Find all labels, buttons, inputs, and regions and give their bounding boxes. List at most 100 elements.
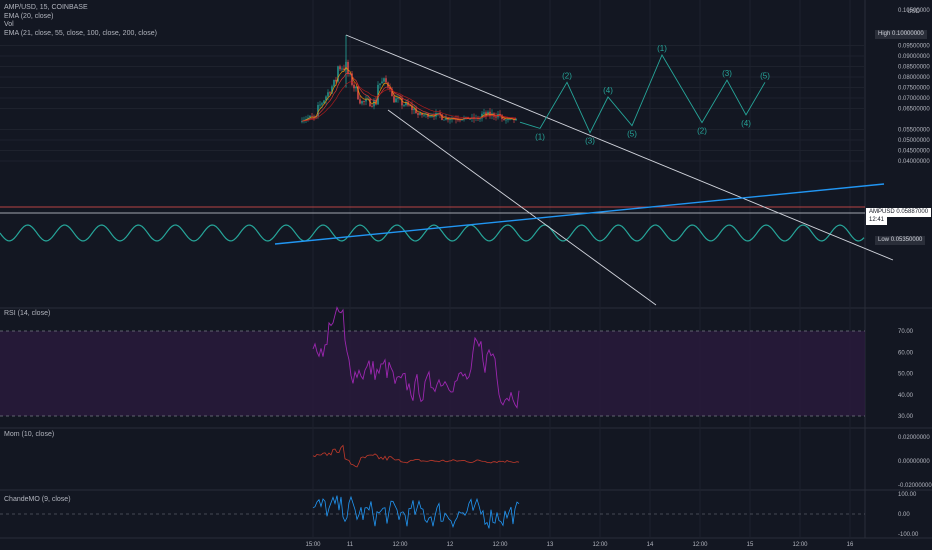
low-tag: Low 0.05350000 (875, 236, 926, 245)
mom-tick-label: -0.02000000 (898, 483, 932, 489)
candle-body (321, 103, 323, 105)
descending-trendline-long (345, 34, 894, 261)
candle-body (327, 92, 329, 97)
candle-body (333, 79, 335, 87)
candle-body (411, 105, 413, 111)
candle-body (489, 111, 491, 116)
candle-body (405, 102, 407, 106)
legend-symbol: AMP/USD, 15, COINBASE (4, 4, 88, 11)
candle-body (495, 116, 497, 118)
candle-body (331, 86, 333, 94)
candle-body (307, 117, 309, 120)
wave-label-2: (3) (585, 137, 595, 146)
candle-body (323, 100, 325, 104)
candle-body (413, 108, 415, 111)
price-tick-label: 0.04500000 (898, 149, 930, 155)
time-tick-label: 14 (647, 542, 654, 548)
time-tick-label: 15:00 (305, 542, 321, 548)
time-tick-label: 12:00 (492, 542, 508, 548)
candle-body (431, 115, 433, 117)
price-top-label: 0.10500000 (898, 8, 930, 14)
price-tick-label: 0.04000000 (898, 159, 930, 165)
candle-body (397, 97, 399, 99)
price-tick-label: 0.09000000 (898, 54, 930, 60)
cmo-line (312, 495, 520, 529)
candle-body (357, 86, 359, 100)
wave-label-7: (3) (722, 69, 732, 78)
candle-body (505, 119, 507, 121)
time-tick-label: 13 (547, 542, 554, 548)
candle-body (355, 86, 357, 89)
time-tick-label: 11 (347, 542, 354, 548)
candle-body (479, 118, 481, 120)
wave-label-8: (4) (741, 119, 751, 128)
candle-body (369, 98, 371, 107)
candle-body (409, 105, 411, 107)
mom-title: Mom (10, close) (4, 431, 55, 438)
candle-body (443, 119, 445, 121)
currency-label: USD (907, 9, 920, 15)
candle-body (381, 81, 383, 84)
candle-body (485, 112, 487, 116)
candle-body (483, 112, 485, 114)
candle-body (379, 83, 381, 85)
wave-label-0: (1) (535, 132, 545, 141)
candle-body (335, 79, 337, 82)
candle-body (439, 112, 441, 115)
candle-body (363, 101, 365, 102)
candle-body (309, 115, 311, 118)
wave-label-4: (5) (627, 130, 637, 139)
candle-body (317, 104, 319, 117)
cmo-tick-label: 0.00 (898, 512, 910, 518)
candle-body (361, 101, 363, 104)
candle-body (337, 66, 339, 82)
candle-body (301, 121, 303, 123)
candle-body (419, 112, 421, 115)
ema-line-2 (301, 81, 517, 122)
price-tick-label: 0.08500000 (898, 65, 930, 71)
price-tick-label: 0.07000000 (898, 96, 930, 102)
legend-ema-multi: EMA (21, close, 55, close, 100, close, 2… (4, 30, 157, 37)
high-tag: High 0.10000000 (875, 30, 927, 39)
mom-line (312, 444, 520, 468)
candle-body (347, 61, 349, 74)
mom-tick-label: 0.02000000 (898, 435, 930, 441)
candle-body (371, 106, 373, 108)
candle-body (393, 96, 395, 103)
candle-body (481, 113, 483, 119)
price-tick-label: 0.05000000 (898, 138, 930, 144)
cmo-title: ChandeMO (9, close) (4, 496, 71, 503)
price-tick-label: 0.05500000 (898, 128, 930, 134)
wave-label-9: (5) (760, 71, 770, 80)
time-tick-label: 16 (847, 542, 854, 548)
rsi-tick-label: 60.00 (898, 350, 914, 356)
candle-body (437, 112, 439, 114)
candle-body (359, 99, 361, 104)
candle-body (391, 88, 393, 97)
candle-body (401, 98, 403, 106)
candle-body (329, 92, 331, 94)
candle-body (425, 113, 427, 115)
candle-body (421, 112, 423, 116)
time-tick-label: 12:00 (392, 542, 408, 548)
rsi-line (312, 306, 520, 409)
candle-body (305, 119, 307, 120)
candle-body (445, 118, 447, 120)
price-tick-label: 0.07500000 (898, 86, 930, 92)
candle-body (343, 68, 345, 70)
time-tick-label: 12:00 (692, 542, 708, 548)
candle-body (311, 115, 313, 117)
time-tick-label: 12:00 (592, 542, 608, 548)
candle-body (353, 84, 355, 89)
ascending-trendline (274, 183, 885, 245)
candle-body (467, 116, 469, 120)
candle-body (503, 118, 505, 121)
candle-body (511, 118, 513, 120)
mom-tick-label: 0.00000000 (898, 459, 930, 465)
elliott-wave-path (519, 54, 766, 134)
cycle-wave-line (0, 224, 865, 242)
rsi-tick-label: 30.00 (898, 414, 914, 420)
candle-body (441, 114, 443, 120)
price-tick-label: 0.06500000 (898, 107, 930, 113)
